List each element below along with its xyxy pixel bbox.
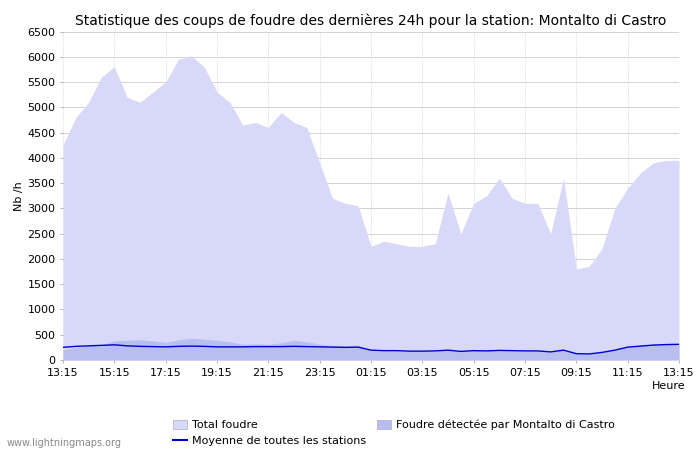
- Legend: Total foudre, Moyenne de toutes les stations, Foudre détectée par Montalto di Ca: Total foudre, Moyenne de toutes les stat…: [174, 420, 615, 446]
- Y-axis label: Nb /h: Nb /h: [15, 181, 24, 211]
- Text: www.lightningmaps.org: www.lightningmaps.org: [7, 438, 122, 448]
- Text: Heure: Heure: [652, 381, 685, 392]
- Title: Statistique des coups de foudre des dernières 24h pour la station: Montalto di C: Statistique des coups de foudre des dern…: [76, 13, 666, 27]
